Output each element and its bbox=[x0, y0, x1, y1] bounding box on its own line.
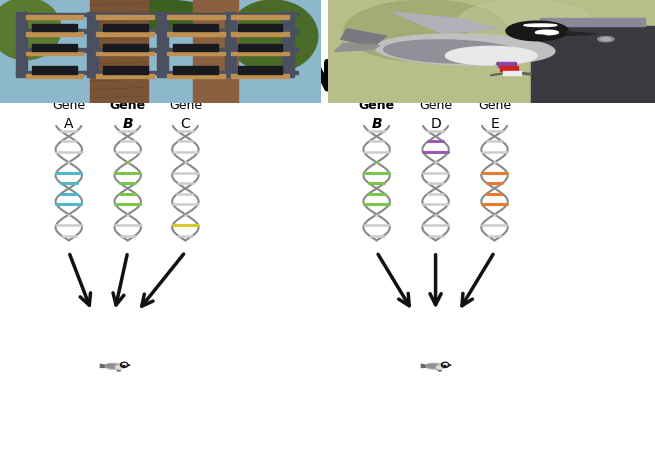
Bar bbox=[26, 52, 83, 55]
Bar bbox=[238, 66, 282, 74]
Bar bbox=[96, 16, 154, 19]
Polygon shape bbox=[567, 32, 596, 36]
Circle shape bbox=[597, 37, 614, 42]
Ellipse shape bbox=[443, 364, 445, 365]
Bar bbox=[26, 32, 83, 36]
Text: B: B bbox=[122, 116, 133, 131]
Bar bbox=[16, 71, 299, 74]
Bar bbox=[16, 13, 299, 16]
Ellipse shape bbox=[458, 0, 590, 41]
Polygon shape bbox=[393, 12, 498, 33]
Ellipse shape bbox=[123, 365, 126, 366]
Ellipse shape bbox=[0, 0, 61, 60]
Text: Gene: Gene bbox=[419, 99, 452, 112]
Bar bbox=[26, 16, 83, 19]
Ellipse shape bbox=[104, 0, 217, 31]
Circle shape bbox=[506, 21, 568, 41]
Polygon shape bbox=[100, 364, 104, 367]
Text: Gene: Gene bbox=[478, 99, 511, 112]
Text: C: C bbox=[181, 116, 190, 131]
Bar bbox=[531, 26, 655, 103]
Polygon shape bbox=[334, 44, 380, 52]
Bar bbox=[282, 12, 293, 77]
Bar bbox=[167, 52, 225, 55]
Bar bbox=[231, 32, 289, 36]
Bar bbox=[174, 66, 218, 74]
Bar bbox=[32, 66, 77, 74]
Ellipse shape bbox=[122, 364, 124, 365]
Ellipse shape bbox=[444, 365, 447, 366]
Bar bbox=[167, 16, 225, 19]
Bar bbox=[167, 74, 225, 78]
Circle shape bbox=[601, 38, 610, 41]
Ellipse shape bbox=[536, 30, 558, 35]
Ellipse shape bbox=[375, 34, 555, 65]
Bar bbox=[540, 17, 645, 26]
Ellipse shape bbox=[123, 365, 125, 366]
Bar bbox=[231, 52, 289, 55]
Bar bbox=[86, 12, 98, 77]
Ellipse shape bbox=[426, 364, 441, 368]
Bar bbox=[103, 44, 147, 51]
Bar bbox=[238, 24, 282, 32]
Bar bbox=[167, 32, 225, 36]
Bar bbox=[32, 24, 77, 32]
Circle shape bbox=[441, 362, 449, 367]
Ellipse shape bbox=[344, 0, 508, 62]
Text: Gene: Gene bbox=[52, 99, 85, 112]
Ellipse shape bbox=[436, 365, 444, 369]
Bar bbox=[16, 12, 28, 77]
Bar bbox=[231, 16, 289, 19]
Ellipse shape bbox=[115, 365, 123, 369]
Ellipse shape bbox=[534, 35, 547, 38]
Ellipse shape bbox=[105, 364, 120, 368]
Ellipse shape bbox=[524, 24, 557, 27]
Bar bbox=[96, 74, 154, 78]
Bar bbox=[90, 0, 147, 103]
Bar bbox=[238, 44, 282, 51]
Bar bbox=[103, 66, 147, 74]
Bar bbox=[16, 29, 299, 33]
Ellipse shape bbox=[384, 40, 520, 63]
Ellipse shape bbox=[105, 363, 124, 370]
Text: E: E bbox=[490, 116, 499, 131]
Bar bbox=[26, 74, 83, 78]
Text: Gene: Gene bbox=[169, 99, 202, 112]
Text: Gene: Gene bbox=[358, 99, 395, 112]
Bar bbox=[32, 44, 77, 51]
Bar bbox=[500, 66, 519, 71]
Bar bbox=[193, 0, 238, 103]
Bar bbox=[103, 24, 147, 32]
Ellipse shape bbox=[444, 365, 446, 366]
Bar bbox=[174, 24, 218, 32]
Ellipse shape bbox=[426, 363, 445, 370]
Text: B: B bbox=[371, 116, 382, 131]
Bar bbox=[157, 12, 168, 77]
Circle shape bbox=[121, 362, 128, 367]
Ellipse shape bbox=[445, 46, 537, 65]
Bar bbox=[96, 52, 154, 55]
Text: A: A bbox=[64, 116, 73, 131]
Ellipse shape bbox=[121, 363, 124, 365]
Bar bbox=[503, 71, 521, 75]
Bar bbox=[498, 62, 516, 67]
Bar bbox=[16, 48, 299, 52]
Polygon shape bbox=[341, 29, 386, 46]
Text: D: D bbox=[430, 116, 441, 131]
Bar bbox=[96, 32, 154, 36]
Bar bbox=[231, 74, 289, 78]
Bar bbox=[225, 12, 236, 77]
Ellipse shape bbox=[228, 0, 318, 72]
Polygon shape bbox=[421, 364, 425, 367]
Bar bbox=[174, 44, 218, 51]
Text: Gene: Gene bbox=[109, 99, 146, 112]
Ellipse shape bbox=[442, 363, 445, 365]
